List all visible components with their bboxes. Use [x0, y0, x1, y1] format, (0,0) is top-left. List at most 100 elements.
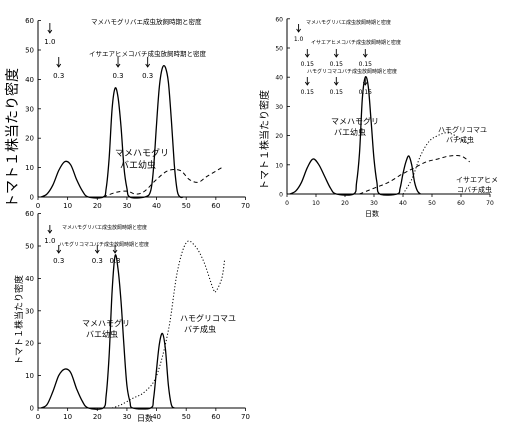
panel-2-annotation-3: ハモグリコマユ [438, 125, 487, 134]
panel-3-release-value: 0.3 [92, 257, 103, 265]
panel-1-x-tick-label: 20 [93, 202, 102, 210]
panel-1-y-tick-label: 10 [25, 164, 34, 172]
panel-1-release-arrowhead [145, 63, 151, 68]
panel-2-release-value: 0.15 [359, 89, 373, 96]
panel-1-annotation-2: バエ幼虫 [120, 159, 156, 171]
panel-2-release-row-2-label: イサエアヒメコバチ成虫放飼時期と密度 [311, 39, 401, 46]
panel-3-release-arrowhead [112, 249, 118, 254]
panel-2-release-arrowhead [362, 81, 368, 86]
panel-3-annotation-2: バエ幼虫 [86, 329, 118, 339]
panel-2-y-tick-label: 40 [275, 75, 283, 82]
panel-3-annotation-4: バチ成虫 [184, 324, 216, 334]
panel-2-y-label: トマト１株当たり密度 [258, 90, 271, 190]
panel-2-series-solid [289, 76, 421, 196]
panel-1-y-tick-label: 40 [25, 76, 34, 84]
panel-3-x-ticks: 0 10 20 30 40 50 60 70 [36, 408, 250, 421]
panel-2-y-tick-label: 50 [275, 46, 283, 53]
panel-3-y-label: トマト１株当たり密度 [13, 275, 25, 365]
panel-3-release-arrowhead [56, 249, 62, 254]
panel-3-release-value: 0.3 [109, 257, 120, 265]
panel-2-y-tick-label: 0 [279, 192, 283, 199]
panel-3-x-tick-label: 50 [182, 413, 191, 421]
panel-1-release-arrowhead [47, 29, 53, 34]
panel-1-x-tick-label: 30 [122, 202, 131, 210]
panel-2-release-value: 0.15 [359, 61, 373, 68]
panel-3-release-value: 1.0 [44, 237, 55, 245]
panel-1-y-ticks: 0 10 20 30 40 50 60 [25, 17, 41, 202]
panel-1: 0 10 20 30 40 50 60 0 10 20 30 40 50 60 70 1.0 0.3 0.3 0… [4, 17, 250, 210]
panel-2-release-value: 0.15 [301, 61, 315, 68]
panel-1-release-value: 0.3 [142, 72, 153, 80]
panel-3-release-row-2-label: ハモグリコマユバチ成虫放飼時期と密度 [59, 241, 149, 248]
panel-2-release-value: 1.0 [294, 36, 304, 43]
panel-2-x-tick-label: 20 [341, 200, 349, 207]
panel-1-series-dashed [103, 167, 223, 198]
panel-2-release-value: 0.15 [330, 89, 344, 96]
panel-2-release-arrowhead [333, 53, 339, 58]
panel-3-release-value: 0.3 [53, 257, 64, 265]
panel-1-release-row-1-label: マメハモグリバエ成虫放飼時期と密度 [91, 17, 202, 26]
panel-2-x-tick-label: 60 [457, 200, 465, 207]
panel-2-x-label: 日数 [365, 209, 379, 218]
panel-2-y-ticks: 0 10 20 30 40 50 60 [275, 16, 290, 199]
panel-3-y-tick-label: 0 [30, 405, 34, 413]
panel-1-x-tick-label: 10 [63, 202, 72, 210]
panel-3-x-label: 日数 [137, 413, 153, 423]
panel-3-x-tick-label: 60 [211, 413, 220, 421]
panel-2-y-tick-label: 20 [275, 133, 283, 140]
panel-1-release-value: 0.3 [53, 72, 64, 80]
panel-1-x-tick-label: 50 [182, 202, 191, 210]
panel-1-release-value: 0.3 [112, 72, 123, 80]
panel-1-y-tick-label: 30 [25, 105, 34, 113]
panel-3-y-tick-label: 20 [25, 340, 34, 348]
panel-2-release-row-1-label: マメハモグリバエ成虫放飼時期と密度 [306, 19, 391, 26]
panel-3-release-arrowhead [47, 229, 53, 234]
panel-2-release-markers: 1.0 0.15 0.15 0.15 0.15 0.15 0.15 [294, 24, 372, 96]
panel-2-x-tick-label: 70 [486, 200, 494, 207]
panel-1-x-ticks: 0 10 20 30 40 50 60 70 [36, 197, 250, 210]
panel-2-release-arrowhead [304, 53, 310, 58]
panel-2-release-arrowhead [304, 81, 310, 86]
panel-2-annotation-2: バエ幼虫 [334, 127, 366, 137]
panel-2-release-value: 0.15 [330, 61, 344, 68]
panel-3-x-tick-label: 10 [63, 413, 72, 421]
panel-2-series-dashed [359, 154, 471, 195]
panel-2-series [289, 76, 471, 196]
panel-3-release-markers: 1.0 0.3 0.3 0.3 [44, 225, 121, 265]
panel-3-x-tick-label: 40 [152, 413, 161, 421]
panel-2-annotation-1: マメハモグリ [331, 116, 379, 126]
panel-2-x-tick-label: 10 [312, 200, 320, 207]
panel-3-series-solid [40, 254, 175, 410]
panel-1-y-tick-label: 60 [25, 17, 34, 25]
panel-3-x-tick-label: 20 [93, 413, 102, 421]
panel-1-y-tick-label: 20 [25, 135, 34, 143]
panel-1-x-tick-label: 60 [211, 202, 220, 210]
panel-2-annotation-6: コバチ成虫 [457, 185, 492, 194]
panel-2-release-row-3-label: ハモグリコマユバチ成虫放飼時期と密度 [307, 68, 397, 75]
panel-1-x-tick-label: 0 [36, 202, 40, 210]
panel-2-x-tick-label: 30 [370, 200, 378, 207]
panel-1-release-arrowhead [56, 63, 62, 68]
panel-3-y-tick-label: 30 [25, 307, 34, 315]
panel-1-y-tick-label: 0 [30, 194, 34, 202]
panel-3-release-row-1-label: マメハモグリバエ成虫放飼時期と密度 [62, 224, 147, 231]
panel-1-x-tick-label: 70 [241, 202, 250, 210]
panel-3: 0 10 20 30 40 50 60 0 10 20 30 40 50 60 70 1.0 0.3 0.3 0… [13, 210, 250, 423]
panel-1-release-arrowhead [115, 63, 121, 68]
panel-1-series [40, 64, 223, 199]
panel-2-y-tick-label: 60 [275, 16, 283, 23]
panel-2-y-tick-label: 30 [275, 104, 283, 111]
panel-2-release-arrowhead [333, 81, 339, 86]
panel-1-release-row-2-label: イサエアヒメコバチ成虫放飼時期と密度 [89, 49, 207, 58]
panel-3-y-tick-label: 10 [25, 372, 34, 380]
panel-2-release-value: 0.15 [301, 89, 315, 96]
panel-1-series-solid [40, 64, 184, 199]
panel-2-annotation-5: イサエアヒメ [456, 176, 498, 184]
panel-1-x-tick-label: 40 [152, 202, 161, 210]
panel-1-release-value: 1.0 [44, 38, 55, 46]
panel-2-x-tick-label: 50 [428, 200, 436, 207]
panel-1-y-label: トマト１株当たり密度 [4, 68, 21, 208]
panel-3-y-tick-label: 60 [25, 210, 34, 218]
panel-3-x-tick-label: 0 [36, 413, 40, 421]
panel-3-y-tick-label: 50 [25, 243, 34, 251]
